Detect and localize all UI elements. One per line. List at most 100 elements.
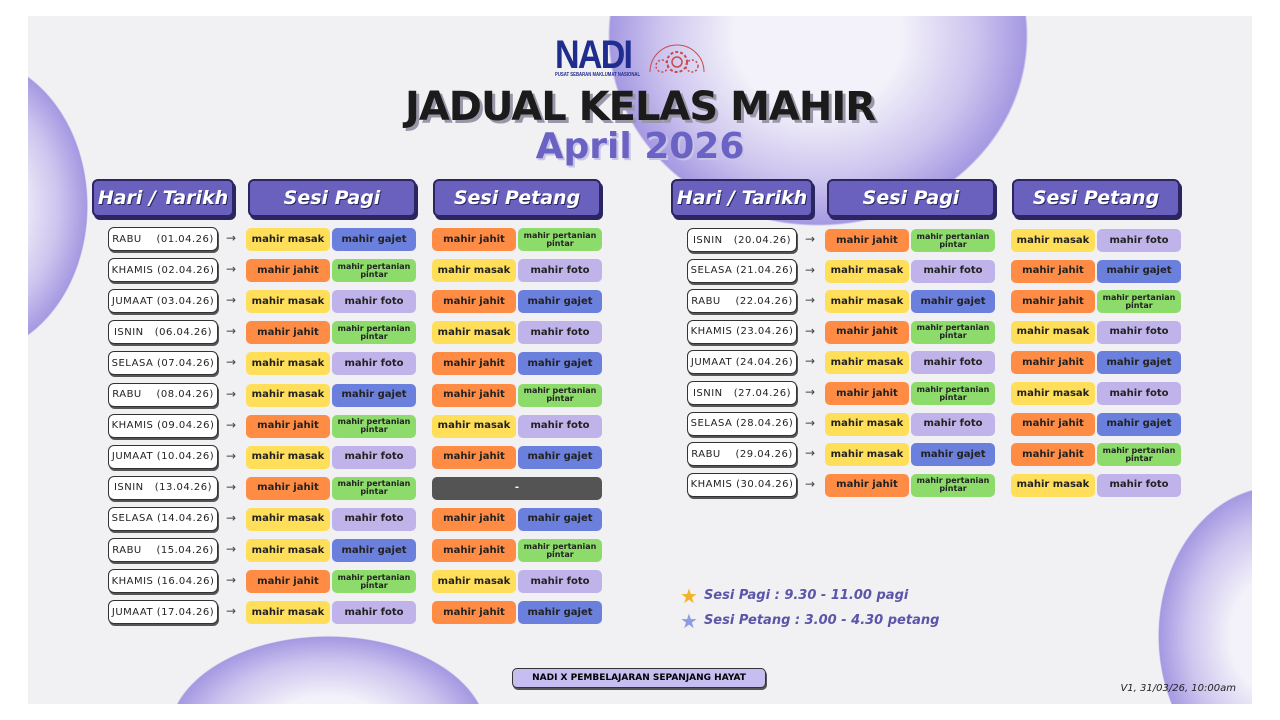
class-jahit: mahir jahit bbox=[825, 229, 909, 252]
arrow-icon: → bbox=[805, 354, 816, 369]
footer-banner: NADI X PEMBELAJARAN SEPANJANG HAYAT bbox=[512, 668, 766, 688]
class-gajet: mahir gajet bbox=[518, 290, 602, 314]
arrow-icon: → bbox=[226, 324, 237, 339]
page-title: JADUAL KELAS MAHIR bbox=[404, 84, 876, 130]
class-jahit: mahir jahit bbox=[1011, 259, 1095, 283]
header-petang: Sesi Petang bbox=[1012, 179, 1180, 217]
date-label: ISNIN (20.04.26) bbox=[687, 228, 797, 252]
date-label: JUMAAT (10.04.26) bbox=[108, 444, 218, 469]
arrow-icon: → bbox=[226, 386, 237, 401]
class-masak: mahir masak bbox=[825, 443, 909, 467]
legend-text: Sesi Petang : 3.00 - 4.30 petang bbox=[703, 613, 940, 628]
class-gajet: mahir gajet bbox=[332, 383, 416, 407]
class-masak: mahir masak bbox=[1011, 229, 1095, 252]
class-masak: mahir masak bbox=[246, 290, 330, 314]
class-masak: mahir masak bbox=[246, 539, 330, 562]
community-seal-logo bbox=[649, 44, 705, 73]
date-label: SELASA (28.04.26) bbox=[687, 411, 797, 436]
legend-petang: ★ Sesi Petang : 3.00 - 4.30 petang bbox=[680, 611, 939, 631]
class-foto: mahir foto bbox=[332, 507, 416, 531]
class-gajet: mahir gajet bbox=[1097, 412, 1181, 436]
class-pertanian: mahir pertanian pintar bbox=[911, 382, 995, 405]
class-jahit: mahir jahit bbox=[825, 320, 909, 344]
date-label: KHAMIS (16.04.26) bbox=[108, 569, 218, 594]
class-masak: mahir masak bbox=[825, 290, 909, 314]
page-subtitle: April 2026 bbox=[535, 126, 745, 167]
class-masak: mahir masak bbox=[432, 321, 516, 345]
class-masak: mahir masak bbox=[246, 228, 330, 251]
class-masak: mahir masak bbox=[432, 570, 516, 594]
class-jahit: mahir jahit bbox=[432, 383, 516, 407]
poster: NADI PUSAT SEBARAN MAKLUMAT NASIONAL JADU… bbox=[28, 16, 1252, 704]
date-label: SELASA (21.04.26) bbox=[687, 258, 797, 283]
class-foto: mahir foto bbox=[911, 259, 995, 283]
class-masak: mahir masak bbox=[246, 383, 330, 407]
class-masak: mahir masak bbox=[1011, 320, 1095, 344]
class-jahit: mahir jahit bbox=[432, 228, 516, 251]
class-jahit: mahir jahit bbox=[1011, 351, 1095, 375]
arrow-icon: → bbox=[805, 415, 816, 430]
class-masak: mahir masak bbox=[1011, 473, 1095, 497]
class-foto: mahir foto bbox=[1097, 382, 1181, 405]
class-jahit: mahir jahit bbox=[246, 476, 330, 500]
class-pertanian: mahir pertanian pintar bbox=[518, 539, 602, 562]
class-masak: mahir masak bbox=[246, 601, 330, 625]
class-gajet: mahir gajet bbox=[1097, 351, 1181, 375]
class-gajet: mahir gajet bbox=[911, 290, 995, 314]
class-jahit: mahir jahit bbox=[1011, 412, 1095, 436]
arrow-icon: → bbox=[226, 448, 237, 463]
class-jahit: mahir jahit bbox=[432, 445, 516, 469]
class-masak: mahir masak bbox=[432, 259, 516, 283]
class-foto: mahir foto bbox=[1097, 473, 1181, 497]
arrow-icon: → bbox=[226, 573, 237, 588]
class-jahit: mahir jahit bbox=[432, 352, 516, 376]
class-pertanian: mahir pertanian pintar bbox=[332, 570, 416, 594]
legend-text: Sesi Pagi : 9.30 - 11.00 pagi bbox=[703, 588, 909, 603]
class-masak: mahir masak bbox=[1011, 382, 1095, 405]
date-label: KHAMIS (02.04.26) bbox=[108, 258, 218, 283]
class-gajet: mahir gajet bbox=[518, 445, 602, 469]
class-pertanian: mahir pertanian pintar bbox=[1097, 290, 1181, 314]
class-none: - bbox=[432, 476, 602, 500]
arrow-icon: → bbox=[805, 262, 816, 277]
class-masak: mahir masak bbox=[246, 352, 330, 376]
arrow-icon: → bbox=[805, 385, 816, 399]
class-jahit: mahir jahit bbox=[825, 382, 909, 405]
date-label: RABU (01.04.26) bbox=[108, 227, 218, 251]
header-date: Hari / Tarikh bbox=[671, 179, 813, 217]
class-gajet: mahir gajet bbox=[332, 228, 416, 251]
date-label: JUMAAT (17.04.26) bbox=[108, 600, 218, 625]
class-gajet: mahir gajet bbox=[1097, 259, 1181, 283]
class-masak: mahir masak bbox=[825, 412, 909, 436]
star-icon: ★ bbox=[680, 584, 698, 608]
header-pagi: Sesi Pagi bbox=[248, 179, 416, 217]
header-petang: Sesi Petang bbox=[433, 179, 601, 217]
class-jahit: mahir jahit bbox=[825, 473, 909, 497]
class-jahit: mahir jahit bbox=[432, 507, 516, 531]
class-masak: mahir masak bbox=[825, 351, 909, 375]
arrow-icon: → bbox=[805, 293, 816, 308]
date-label: SELASA (14.04.26) bbox=[108, 506, 218, 531]
class-foto: mahir foto bbox=[518, 321, 602, 345]
star-icon: ★ bbox=[680, 609, 698, 633]
date-label: RABU (08.04.26) bbox=[108, 382, 218, 407]
arrow-icon: → bbox=[226, 262, 237, 277]
class-masak: mahir masak bbox=[432, 414, 516, 438]
class-foto: mahir foto bbox=[332, 352, 416, 376]
class-foto: mahir foto bbox=[332, 601, 416, 625]
class-pertanian: mahir pertanian pintar bbox=[518, 228, 602, 251]
class-jahit: mahir jahit bbox=[432, 601, 516, 625]
arrow-icon: → bbox=[226, 542, 237, 556]
arrow-icon: → bbox=[226, 355, 237, 370]
class-pertanian: mahir pertanian pintar bbox=[1097, 443, 1181, 467]
class-jahit: mahir jahit bbox=[246, 570, 330, 594]
class-pertanian: mahir pertanian pintar bbox=[911, 473, 995, 497]
arrow-icon: → bbox=[805, 232, 816, 246]
class-pertanian: mahir pertanian pintar bbox=[332, 476, 416, 500]
date-label: KHAMIS (23.04.26) bbox=[687, 319, 797, 344]
class-jahit: mahir jahit bbox=[246, 414, 330, 438]
class-pertanian: mahir pertanian pintar bbox=[332, 259, 416, 283]
arrow-icon: → bbox=[226, 604, 237, 619]
header-date: Hari / Tarikh bbox=[92, 179, 234, 217]
class-jahit: mahir jahit bbox=[246, 321, 330, 345]
